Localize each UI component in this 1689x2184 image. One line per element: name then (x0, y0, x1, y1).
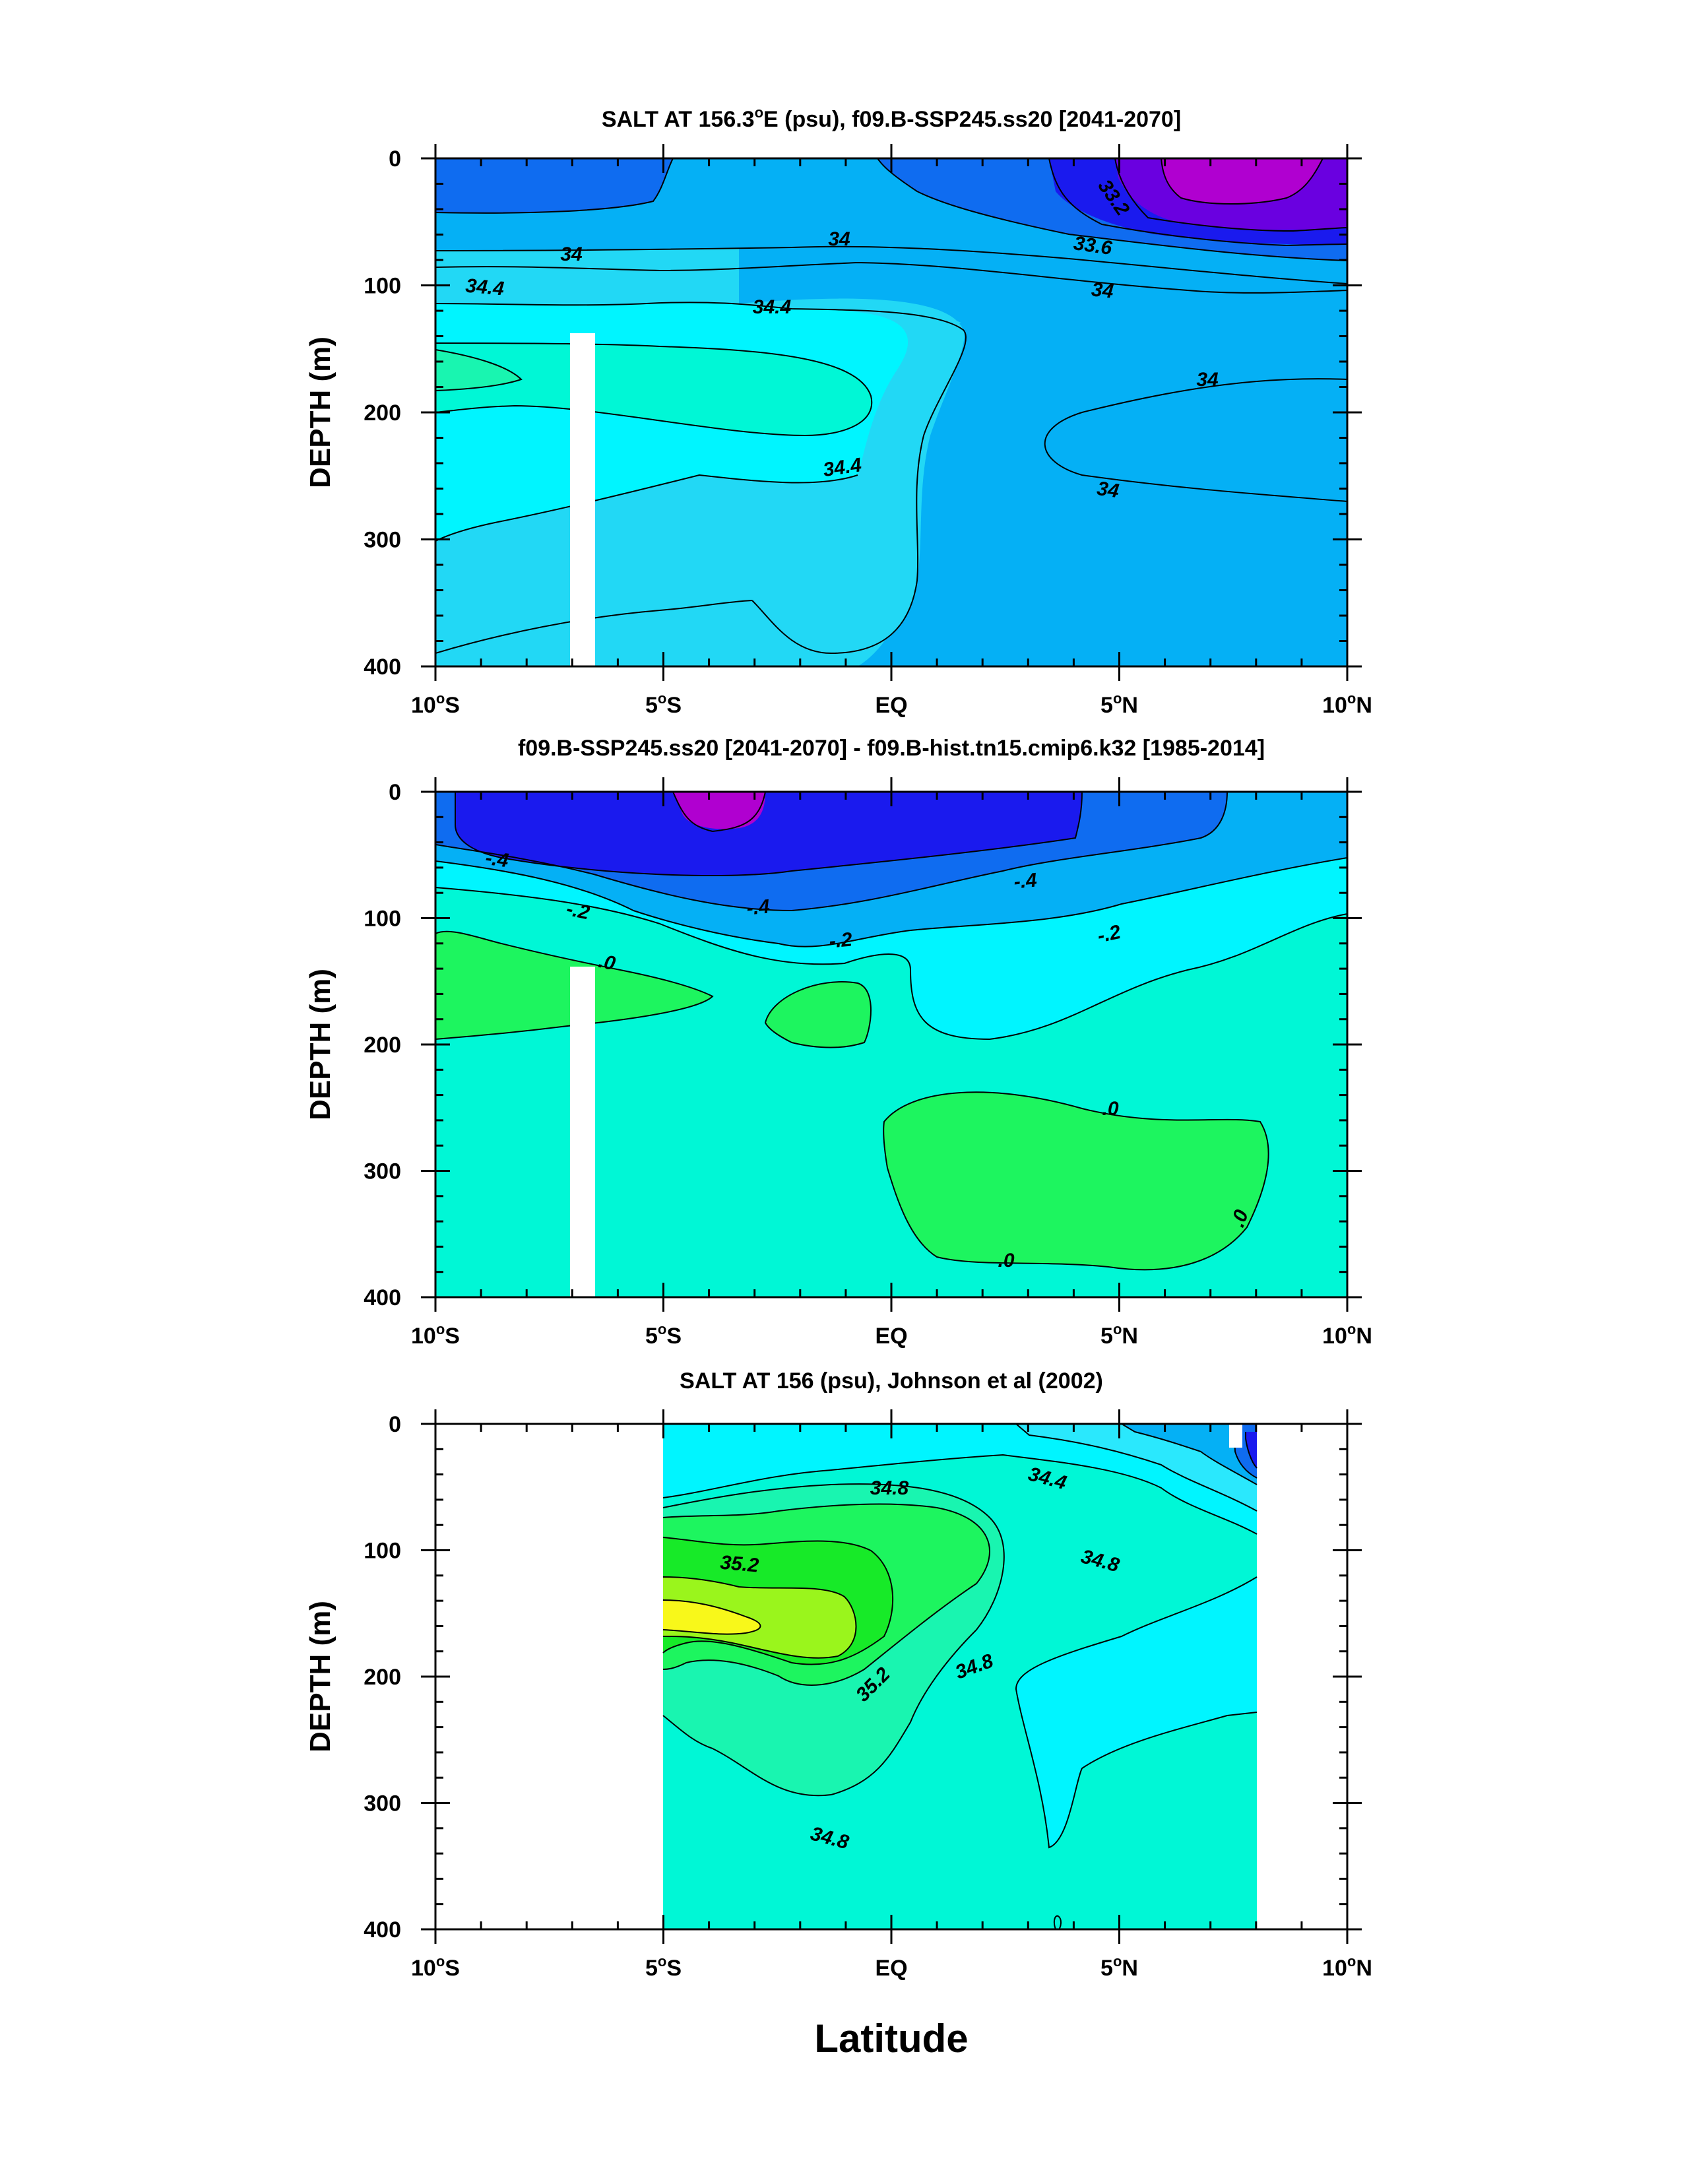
contour-label: 34 (1096, 478, 1121, 502)
y-axis-title: DEPTH (m) (304, 337, 336, 488)
contour-label: 34 (560, 243, 583, 265)
y-tick-label: 200 (364, 1033, 401, 1058)
contour-label: -.4 (484, 847, 511, 872)
panel-1-region-turquoise (435, 343, 872, 435)
panel-1-region-sea (435, 350, 521, 391)
contour-label: 34 (1196, 369, 1219, 391)
panel-3-region-sky-ne (1122, 1424, 1257, 1485)
x-axis-title: Latitude (814, 2016, 968, 2061)
panel-3-contour-lines (662, 1424, 1258, 1929)
x-tick-label: 5oS (645, 1321, 682, 1349)
x-tick-label: 10oS (411, 690, 460, 718)
x-tick-label: 10oS (411, 1321, 460, 1349)
panel-1-contour-field: 33.2 33.6 34 34 34 34 34 34.4 34.4 34.4 (435, 158, 1347, 666)
panel-2-contour-field: -.4 -.4 -.4 -.2 -.2 -.2 .0 .0 .0 .0 (435, 792, 1347, 1297)
y-tick-label: 100 (364, 274, 401, 299)
contour-label: -.4 (746, 896, 771, 920)
panel-2-region-dark-blue (455, 792, 1082, 876)
panel-2-axes: 10oS 5oS EQ 5oN 10oN 0 100 200 300 400 DEPTH (m) (304, 777, 1372, 1349)
y-tick-label: 300 (364, 1791, 401, 1816)
panel-1-missing-data-gap (570, 333, 595, 666)
y-tick-label: 100 (364, 1539, 401, 1564)
x-tick-label: EQ (875, 693, 907, 718)
x-tick-label: 10oS (411, 1953, 460, 1981)
y-tick-label: 200 (364, 1665, 401, 1690)
y-tick-label: 300 (364, 1159, 401, 1184)
x-tick-label: EQ (875, 1324, 907, 1349)
panel-2: f09.B-SSP245.ss20 [2041-2070] - f09.B-hi… (304, 736, 1372, 1349)
contour-label: -.2 (1095, 921, 1122, 947)
panel-1-region-34.0-low (1044, 379, 1347, 501)
y-tick-label: 400 (364, 1285, 401, 1310)
y-tick-label: 200 (364, 401, 401, 426)
panel-3-region-yellow (663, 1600, 761, 1634)
panel-2-contour-lines (435, 792, 1347, 1271)
panel-2-region-green-mid (765, 982, 871, 1048)
panel-3: SALT AT 156 (psu), Johnson et al (2002) (304, 1368, 1372, 1981)
x-tick-label: 5oN (1100, 1953, 1138, 1981)
contour-label: .0 (998, 1250, 1014, 1271)
panel-3-region-aqua-east (1016, 1577, 1257, 1847)
panel-3-missing-data-gap (1229, 1424, 1242, 1448)
panel-3-axes: 10oS 5oS EQ 5oN 10oN 0 100 200 300 400 DEPTH (m) (304, 1409, 1372, 1981)
y-tick-label: 100 (364, 907, 401, 932)
x-tick-label: EQ (875, 1956, 907, 1981)
x-tick-label: 5oN (1100, 1321, 1138, 1349)
x-tick-label: 10oN (1322, 690, 1372, 718)
contour-label: -.4 (1013, 870, 1038, 893)
panel-2-title: f09.B-SSP245.ss20 [2041-2070] - f09.B-hi… (518, 736, 1265, 761)
y-tick-label: 0 (389, 1412, 401, 1437)
panel-3-contour-field: 34.4 34.8 34.8 34.8 34.8 35.2 35.2 (662, 1424, 1258, 1929)
panel-3-region-aqua-upper (663, 1424, 1257, 1534)
panel-1-contour-lines (435, 158, 1347, 655)
panel-3-title: SALT AT 156 (psu), Johnson et al (2002) (680, 1368, 1103, 1394)
panel-3-region-lime (663, 1577, 856, 1658)
contour-label: 34.4 (821, 454, 863, 481)
x-tick-label: 5oS (645, 1953, 682, 1981)
contour-label: 33.6 (1072, 232, 1114, 259)
panel-2-region-green-deep (883, 1092, 1269, 1270)
y-tick-label: 0 (389, 780, 401, 805)
contour-label: 34.8 (870, 1477, 909, 1499)
contour-label: 35.2 (719, 1552, 759, 1577)
x-tick-label: 5oN (1100, 690, 1138, 718)
y-tick-label: 0 (389, 146, 401, 172)
panel-1-region-34.0-34.4 (739, 158, 1347, 666)
panel-2-contour-label-group: -.4 -.4 -.4 -.2 -.2 -.2 .0 .0 .0 .0 (484, 847, 1253, 1271)
x-tick-label: 5oS (645, 690, 682, 718)
panel-1-region-purple (1161, 158, 1323, 204)
panel-3-region-dark-blue-corner (1246, 1432, 1257, 1468)
contour-label: .0 (1102, 1098, 1118, 1120)
y-tick-label: 400 (364, 655, 401, 680)
panel-1-title: SALT AT 156.3oE (psu), f09.B-SSP245.ss20… (602, 104, 1181, 132)
y-axis-title: DEPTH (m) (304, 969, 336, 1120)
y-tick-label: 300 (364, 528, 401, 553)
contour-label: 34 (828, 228, 850, 250)
panel-1-axes: 10oS 5oS EQ 5oN 10oN 0 100 200 300 400 DEPTH (m) (304, 144, 1372, 718)
panel-2-region-purple (673, 792, 765, 829)
x-tick-label: 10oN (1322, 1953, 1372, 1981)
contour-label: -.2 (564, 898, 591, 924)
contour-label: -.2 (828, 929, 853, 953)
x-tick-label: 10oN (1322, 1321, 1372, 1349)
panel-1: SALT AT 156.3oE (psu), f09.B-SSP245.ss20… (304, 104, 1372, 718)
panel-2-missing-data-gap (570, 967, 595, 1297)
contour-label: 34.4 (753, 296, 792, 318)
panel-1-region-blue-surface-w (435, 158, 673, 213)
y-axis-title: DEPTH (m) (304, 1601, 336, 1752)
y-tick-label: 400 (364, 1917, 401, 1943)
contour-label: 34.4 (464, 275, 505, 300)
contour-label: 34 (1091, 278, 1115, 302)
